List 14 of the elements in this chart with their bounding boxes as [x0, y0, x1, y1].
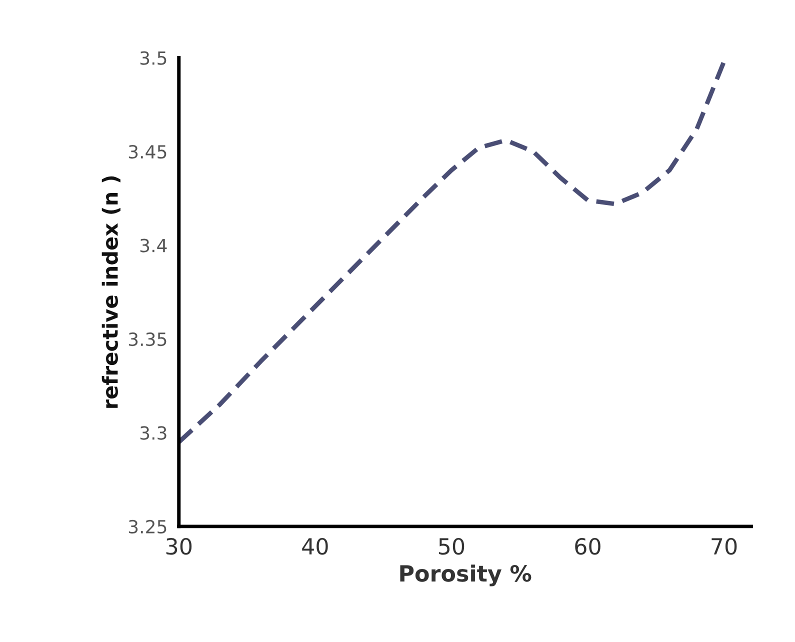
line-series — [178, 59, 726, 444]
x-tick-label: 30 — [166, 538, 192, 555]
x-axis-title: Porosity % — [400, 564, 532, 586]
y-tick-label: 3.4 — [140, 238, 167, 252]
x-tick-label: 70 — [712, 538, 737, 555]
x-tick-label: 50 — [439, 538, 464, 555]
y-axis-title: refrective index (n ) — [102, 176, 120, 408]
y-tick-label: 3.3 — [140, 426, 166, 440]
x-tick-label: 40 — [302, 538, 328, 555]
y-tick-label: 3.5 — [140, 51, 166, 65]
y-tick-label: 3.25 — [128, 520, 166, 534]
y-tick-label: 3.45 — [128, 144, 166, 159]
y-tick-label: 3.35 — [128, 332, 166, 346]
x-tick-label: 60 — [575, 538, 600, 555]
